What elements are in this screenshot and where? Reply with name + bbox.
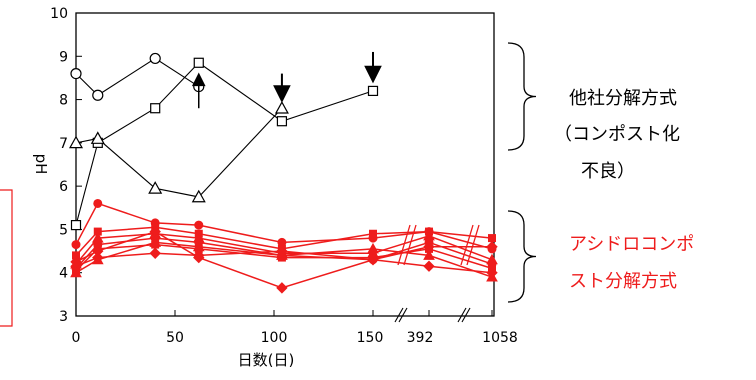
x-tick-label: 1058 (482, 330, 518, 346)
axis-break-mark (461, 307, 471, 323)
x-tick-label: 0 (72, 330, 81, 346)
series-acid-10 (75, 230, 492, 289)
y-tick-label: 9 (59, 49, 68, 65)
data-point (276, 245, 288, 257)
plot-frame (75, 12, 495, 317)
x-axis-title: 日数(日) (238, 351, 295, 369)
data-point (68, 135, 84, 149)
data-point (92, 89, 104, 101)
series-acid-6 (75, 237, 493, 269)
data-point (149, 247, 161, 259)
series-line (75, 230, 492, 289)
data-point (92, 251, 104, 264)
series-line (75, 107, 283, 198)
y-tick-label: 7 (59, 136, 68, 152)
data-point (193, 251, 205, 264)
axis-break-mark (394, 307, 404, 323)
data-point (423, 249, 435, 260)
data-point (90, 131, 105, 144)
data-point (193, 57, 204, 68)
y-axis-title: pH (32, 154, 50, 175)
series-acid-9 (75, 250, 493, 274)
data-point (191, 189, 206, 203)
series-line (75, 62, 374, 226)
series-line (75, 237, 493, 269)
data-point (488, 234, 496, 243)
brace-acid (507, 210, 537, 303)
y-tick-label: 4 (59, 266, 68, 282)
data-point (367, 242, 379, 254)
series-line (75, 233, 493, 265)
data-point (150, 103, 161, 114)
x-tick-label: 392 (407, 330, 434, 346)
data-point (149, 236, 162, 247)
brace-other (507, 42, 537, 151)
series-line (75, 57, 200, 96)
data-point (92, 245, 104, 257)
series-line (75, 250, 493, 274)
data-point (71, 240, 81, 250)
data-point (70, 256, 82, 268)
group-label-other-line-3: 不良） (581, 161, 635, 182)
data-point (423, 260, 435, 272)
axis-break-mark (457, 307, 467, 323)
data-point (149, 52, 161, 65)
group-label-acid-line-2: スト分解方式 (569, 271, 677, 292)
series-line (75, 226, 493, 256)
y-tick-label: 6 (59, 179, 68, 195)
group-label-acid-line-1: アシドロコンポ (569, 234, 695, 255)
series-other-1 (75, 62, 374, 226)
series-break-mark (397, 224, 411, 266)
y-tick-label: 8 (59, 93, 68, 109)
data-point (274, 100, 289, 114)
axis-break-mark (398, 307, 408, 323)
group-label-other-line-2: （コンポスト化 (554, 124, 680, 145)
series-other-0 (75, 57, 200, 96)
series-acid-5 (75, 233, 493, 265)
x-tick-label: 50 (166, 330, 184, 346)
y-tick-label: 5 (59, 222, 68, 238)
series-break-mark (403, 224, 417, 266)
data-point (369, 229, 377, 238)
data-point (70, 67, 82, 80)
data-point (276, 116, 288, 127)
data-point (486, 267, 498, 279)
data-point (93, 198, 103, 208)
data-point (486, 241, 498, 253)
series-break-mark (460, 224, 474, 266)
data-point (194, 220, 204, 230)
y-tick-label: 10 (50, 6, 68, 22)
data-point (367, 85, 379, 97)
arrow-head (191, 72, 206, 87)
series-other-2 (75, 107, 283, 198)
series-acid-4 (75, 226, 493, 256)
left-red-bracket (0, 189, 13, 327)
x-tick-label: 100 (261, 330, 288, 346)
arrow-head (364, 65, 382, 84)
data-point (70, 220, 82, 231)
y-tick-label: 3 (59, 309, 68, 325)
x-tick-label: 150 (357, 330, 384, 346)
series-break-mark (466, 224, 480, 266)
arrow-head (273, 85, 291, 103)
data-point (149, 225, 161, 238)
data-point (423, 241, 435, 253)
data-point (367, 254, 379, 266)
data-point (148, 181, 163, 194)
data-point (276, 282, 288, 294)
group-label-other-line-1: 他社分解方式 (569, 88, 677, 109)
data-point (70, 266, 82, 278)
